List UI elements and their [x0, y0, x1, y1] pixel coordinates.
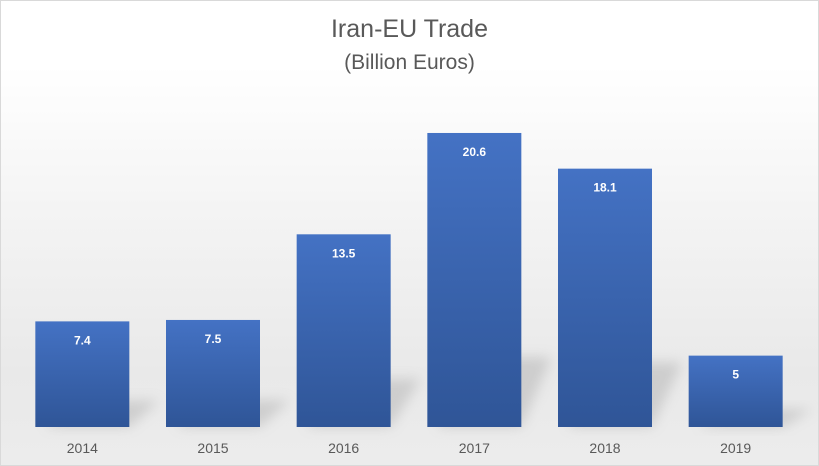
- chart-subtitle: (Billion Euros): [344, 51, 475, 74]
- data-label: 7.5: [205, 332, 222, 346]
- x-tick-label: 2016: [328, 440, 359, 456]
- bar-2019: [688, 355, 783, 427]
- data-label: 20.6: [463, 145, 487, 159]
- bar-2018: [558, 168, 652, 427]
- x-tick-label: 2019: [720, 440, 751, 456]
- x-tick-label: 2015: [197, 440, 228, 456]
- bar-2015: [166, 319, 260, 427]
- data-label: 13.5: [332, 246, 356, 260]
- bar-2016: [296, 234, 391, 427]
- data-label: 7.4: [74, 333, 91, 347]
- x-tick-label: 2018: [589, 440, 620, 456]
- x-tick-label: 2014: [67, 440, 98, 456]
- data-label: 5: [732, 368, 739, 382]
- bar-2017: [427, 132, 522, 427]
- data-label: 18.1: [593, 181, 617, 195]
- x-tick-label: 2017: [459, 440, 490, 456]
- bar-2014: [35, 321, 130, 427]
- chart-title: Iran-EU Trade: [330, 15, 488, 43]
